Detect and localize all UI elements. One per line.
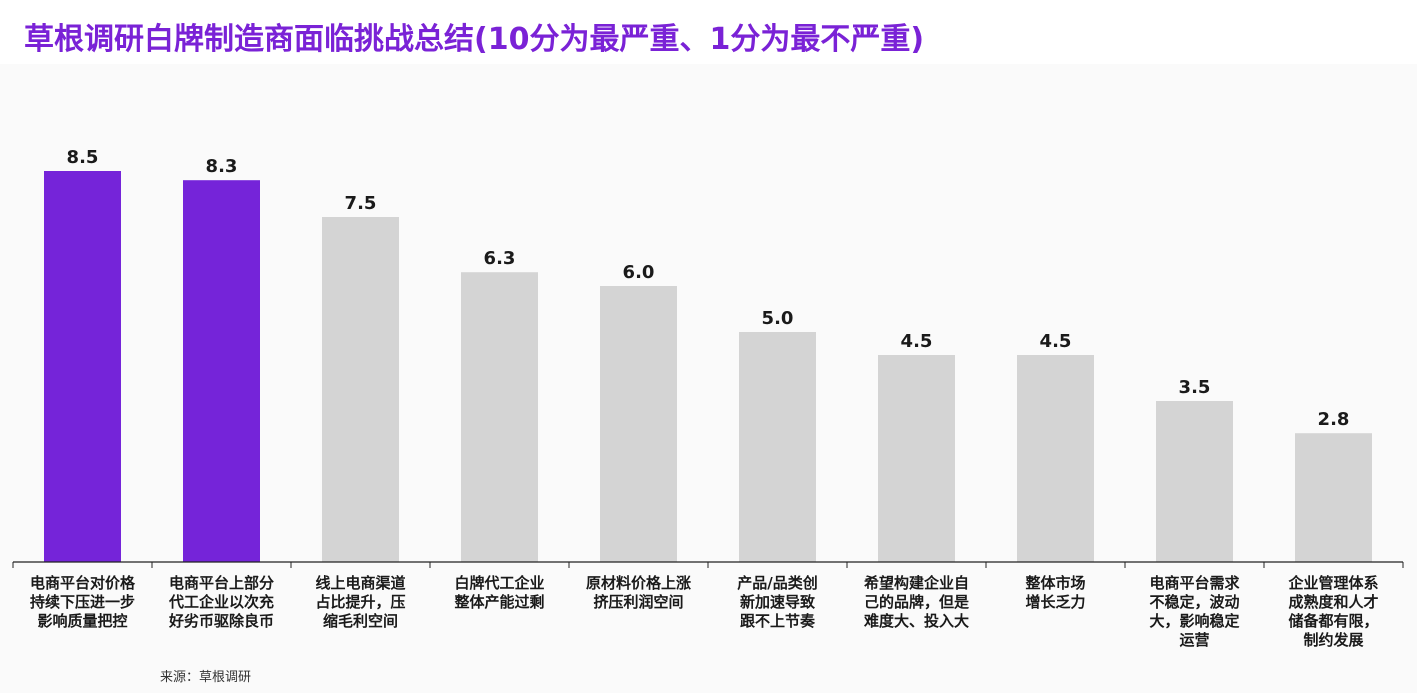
bar-2 [183,180,260,562]
bar-3 [322,217,399,562]
source-note: 来源：草根调研 [160,670,252,685]
data-label-3: 7.5 [345,193,377,214]
bar-6 [739,332,816,562]
category-label-5: 原材料价格上涨挤压利润空间 [586,574,691,611]
data-label-7: 4.5 [901,331,933,352]
bar-7 [878,355,955,562]
category-label-1: 电商平台对价格持续下压进一步影响质量把控 [30,574,136,630]
category-label-4: 白牌代工企业整体产能过剩 [454,574,544,611]
bar-8 [1017,355,1094,562]
bar-5 [600,286,677,562]
category-label-9: 电商平台需求不稳定，波动大，影响稳定运营 [1149,574,1240,649]
bar-1 [44,171,121,562]
category-label-7: 希望构建企业自己的品牌，但是难度大、投入大 [863,574,970,630]
chart-title: 草根调研白牌制造商面临挑战总结(10分为最严重、1分为最不严重) [24,22,925,57]
data-label-10: 2.8 [1318,409,1350,430]
data-label-1: 8.5 [67,147,99,168]
category-label-6: 产品/品类创新加速导致跟不上节奏 [737,574,817,630]
bar-10 [1295,433,1372,562]
data-label-5: 6.0 [623,262,655,283]
data-label-9: 3.5 [1179,377,1211,398]
category-label-2: 电商平台上部分代工企业以次充好劣币驱除良币 [168,574,274,630]
data-label-4: 6.3 [484,248,516,269]
bar-9 [1156,401,1233,562]
data-label-8: 4.5 [1040,331,1072,352]
bar-4 [461,272,538,562]
category-label-3: 线上电商渠道占比提升，压缩毛利空间 [315,574,405,630]
data-label-2: 8.3 [206,156,238,177]
data-label-6: 5.0 [762,308,794,329]
category-label-8: 整体市场增长乏力 [1025,574,1085,611]
category-label-10: 企业管理体系成熟度和人才储备都有限，制约发展 [1287,574,1378,649]
